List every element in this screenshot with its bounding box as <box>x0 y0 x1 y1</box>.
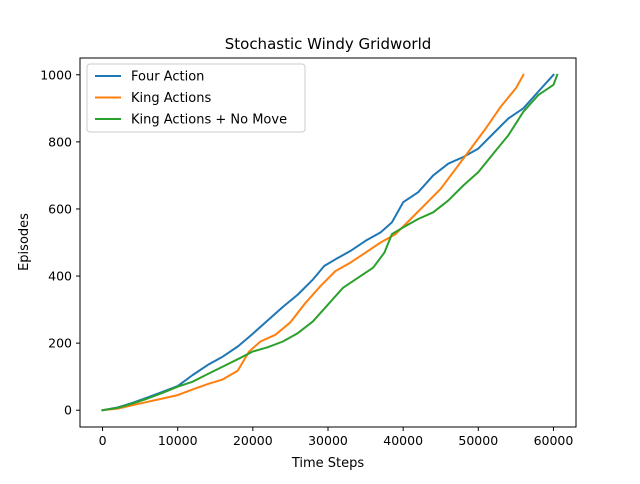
y-axis: 0 200 400 600 800 1000 <box>40 67 80 418</box>
x-tick-label: 40000 <box>383 433 423 448</box>
x-tick-label: 20000 <box>233 433 273 448</box>
chart-title: Stochastic Windy Gridworld <box>225 35 432 53</box>
series-line-1 <box>101 73 555 412</box>
series-line-2 <box>101 73 525 412</box>
plot-area <box>79 57 577 428</box>
y-tick-label: 1000 <box>40 67 72 82</box>
x-axis: 0 10000 20000 30000 40000 50000 60000 <box>99 427 574 448</box>
x-tick-label: 10000 <box>158 433 198 448</box>
y-axis-label: Episodes <box>17 213 32 271</box>
y-tick-label: 400 <box>48 269 72 284</box>
x-tick-label: 30000 <box>308 433 348 448</box>
x-tick-label: 0 <box>99 433 107 448</box>
y-tick-label: 200 <box>48 336 72 351</box>
series-line-3 <box>101 73 559 412</box>
legend: Four Action King Actions King Actions + No… <box>86 63 306 133</box>
legend-label-1: Four Action <box>131 70 204 85</box>
legend-label-2: King Actions <box>131 91 211 106</box>
x-tick-label: 60000 <box>534 433 574 448</box>
x-axis-label: Time Steps <box>291 456 365 471</box>
legend-box <box>86 63 306 133</box>
y-tick-label: 600 <box>48 201 72 216</box>
y-tick-label: 0 <box>64 403 72 418</box>
legend-label-3: King Actions + No Move <box>131 113 287 128</box>
x-tick-label: 50000 <box>458 433 498 448</box>
y-tick-label: 800 <box>48 134 72 149</box>
